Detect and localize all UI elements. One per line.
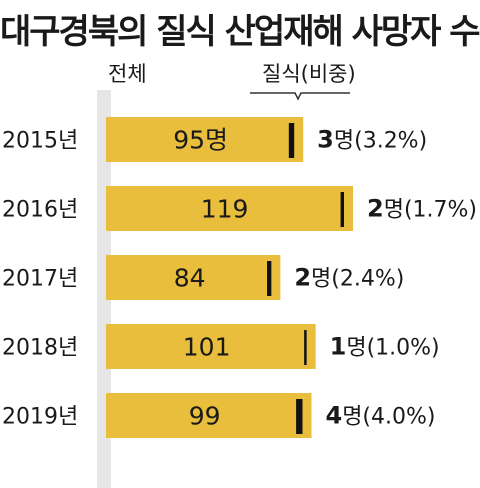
total-value-label: 95명 bbox=[173, 126, 228, 155]
header-suffocation-label: 질식(비중) bbox=[262, 62, 356, 86]
header-total-label: 전체 bbox=[108, 62, 147, 86]
suffocation-value-label: 1명(1.0%) bbox=[330, 333, 440, 361]
suffocation-marker bbox=[296, 399, 303, 434]
suffocation-share: 명(2.4%) bbox=[311, 267, 404, 292]
year-label: 2018년 bbox=[2, 336, 78, 361]
suffocation-share: 명(3.2%) bbox=[334, 129, 427, 154]
total-value-label: 119 bbox=[201, 195, 249, 224]
suffocation-share: 명(4.0%) bbox=[342, 405, 435, 430]
suffocation-value-label: 2명(2.4%) bbox=[294, 264, 404, 292]
suffocation-count: 1 bbox=[330, 333, 347, 361]
total-value-label: 99 bbox=[189, 402, 221, 431]
chart-title: 대구경북의 질식 산업재해 사망자 수 bbox=[0, 12, 480, 52]
suffocation-marker bbox=[340, 192, 344, 227]
suffocation-count: 3 bbox=[317, 126, 334, 154]
suffocation-marker bbox=[267, 261, 272, 296]
suffocation-count: 2 bbox=[294, 264, 311, 292]
suffocation-value-label: 4명(4.0%) bbox=[325, 402, 435, 430]
suffocation-value-label: 2명(1.7%) bbox=[367, 195, 477, 223]
suffocation-count: 4 bbox=[325, 402, 342, 430]
suffocation-share: 명(1.7%) bbox=[384, 198, 477, 223]
suffocation-marker bbox=[288, 123, 295, 158]
year-label: 2017년 bbox=[2, 267, 78, 292]
suffocation-share: 명(1.0%) bbox=[346, 336, 439, 361]
suffocation-value-label: 3명(3.2%) bbox=[317, 126, 427, 154]
year-label: 2015년 bbox=[2, 129, 78, 154]
suffocation-count: 2 bbox=[367, 195, 384, 223]
year-label: 2016년 bbox=[2, 198, 78, 223]
total-bar bbox=[106, 393, 312, 438]
total-bar bbox=[106, 117, 304, 162]
total-value-label: 101 bbox=[183, 333, 231, 362]
total-bar bbox=[106, 324, 316, 369]
header-bracket bbox=[250, 92, 350, 101]
total-bar bbox=[106, 186, 353, 231]
year-label: 2019년 bbox=[2, 405, 78, 430]
suffocation-marker bbox=[304, 330, 307, 365]
total-bar bbox=[106, 255, 281, 300]
total-value-label: 84 bbox=[174, 264, 206, 293]
